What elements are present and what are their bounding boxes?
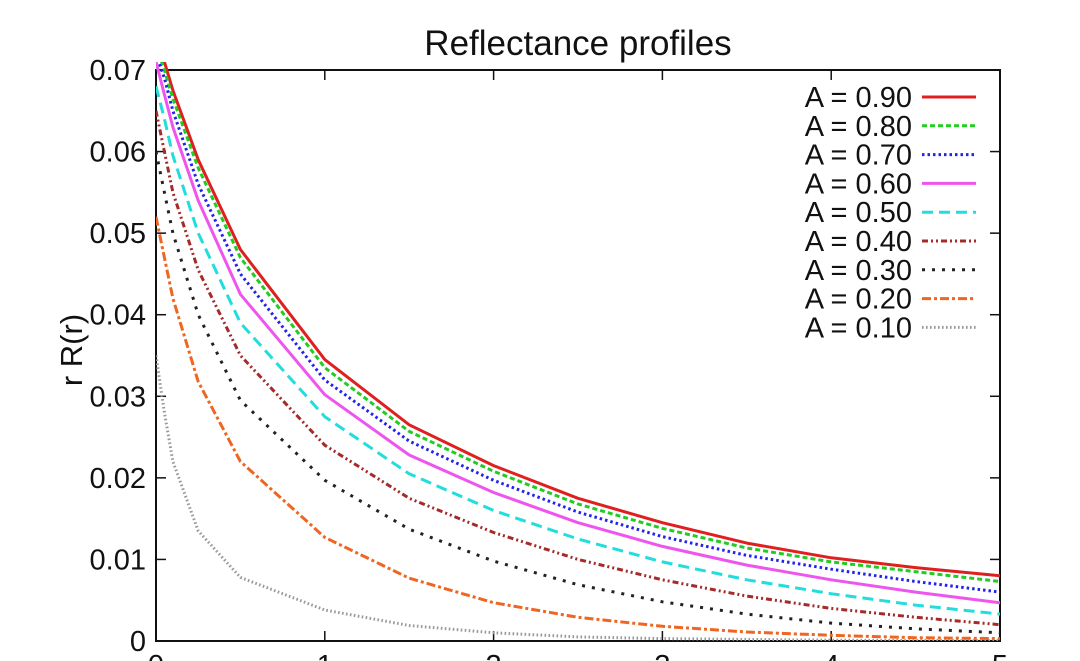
- y-tick-label: 0.05: [90, 218, 146, 250]
- y-tick-label: 0.06: [90, 137, 146, 169]
- x-tick-label: 0: [148, 650, 164, 661]
- x-tick-label: 4: [823, 650, 839, 661]
- x-tick-label: 3: [654, 650, 670, 661]
- series-line: [156, 110, 1000, 627]
- series-line: [160, 62, 1000, 583]
- y-tick-label: 0.04: [90, 300, 146, 332]
- y-tick-label: 0.03: [90, 381, 146, 413]
- series-line: [156, 355, 1000, 641]
- legend-label: A = 0.20: [805, 284, 912, 316]
- series-line: [156, 216, 1000, 641]
- x-tick-label: 5: [992, 650, 1008, 661]
- legend-label: A = 0.10: [805, 312, 912, 344]
- x-tick-label: 2: [486, 650, 502, 661]
- legend-label: A = 0.60: [805, 168, 912, 200]
- series-line: [157, 62, 1000, 594]
- series-line: [162, 62, 1000, 578]
- legend-label: A = 0.30: [805, 255, 912, 287]
- chart-title: Reflectance profiles: [424, 24, 731, 63]
- legend-label: A = 0.40: [805, 226, 912, 258]
- legend-label: A = 0.80: [805, 111, 912, 143]
- legend: A = 0.90A = 0.80A = 0.70A = 0.60A = 0.50…: [805, 82, 976, 344]
- series-group: [156, 62, 1000, 641]
- legend-label: A = 0.50: [805, 197, 912, 229]
- legend-label: A = 0.90: [805, 82, 912, 114]
- legend-label: A = 0.70: [805, 140, 912, 172]
- series-line: [156, 62, 1000, 605]
- y-tick-label: 0.01: [90, 544, 146, 576]
- axes-group: 0 0.01 0.02 0.03 0.04 0.05 0.06 0.07 0 1 2 3 4 5: [90, 55, 1009, 661]
- y-tick-label: 0.07: [90, 55, 146, 87]
- series-line: [156, 85, 1000, 616]
- x-tick-label: 1: [317, 650, 333, 661]
- y-tick-label: 0: [130, 626, 146, 658]
- y-tick-label: 0.02: [90, 463, 146, 495]
- y-axis-label: r R(r): [54, 314, 89, 386]
